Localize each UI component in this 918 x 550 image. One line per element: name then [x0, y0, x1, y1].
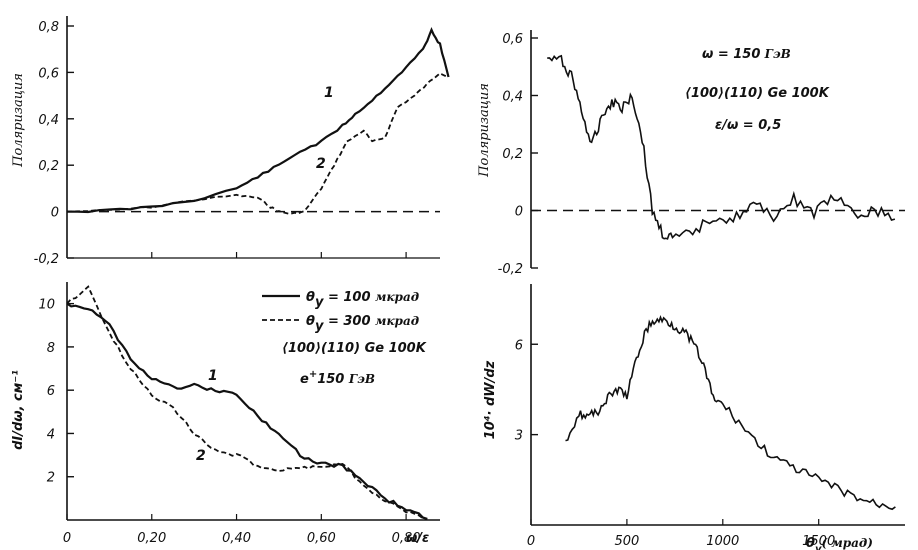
br-y-axis-label: 10⁴· dW/dz — [483, 360, 498, 439]
br-x-sub: y — [815, 544, 822, 550]
tr-ratio-annotation: ε/ω = 0,5 — [715, 118, 781, 133]
bl-beam-particle: e — [300, 372, 309, 387]
bl-y-tick-label: 10 — [38, 298, 55, 313]
bl-legend: θy = 100 мкрад θy = 300 мкрад — [262, 290, 419, 334]
tr-crystal-annotation: ⟨100⟩(110) Ge 100K — [685, 86, 830, 101]
br-series-line — [565, 314, 896, 511]
panel-top-right: 0,6 0,4 0,2 0 -0,2 Поляризация ω = 150 ГэВ ⟨… — [477, 30, 905, 277]
br-x-tick-label: 1000 — [706, 534, 739, 549]
tl-y-tick-label: 0,2 — [38, 159, 59, 174]
bl-y-ticks: 10 8 6 4 2 — [38, 298, 74, 486]
tl-y-tick-label: 0 — [51, 206, 59, 221]
bl-x-tick-label: 0,60 — [307, 531, 336, 546]
br-x-tick-label: 1500 — [802, 534, 835, 549]
tl-curve-1-label: 1 — [324, 85, 334, 101]
bl-y-tick-label: 6 — [47, 384, 55, 399]
bl-legend-1-value: = 100 — [323, 290, 375, 305]
bl-x-axis-label: ω/ε — [406, 531, 429, 546]
bl-series-1-line — [66, 302, 428, 520]
tl-y-tick-label: 0,8 — [38, 20, 59, 35]
bl-legend-2-value: = 300 — [323, 314, 375, 329]
br-x-tick-label: 0 — [527, 534, 535, 549]
bl-legend-entry-1: θy = 100 мкрад — [306, 290, 419, 310]
tl-series-2-line — [66, 72, 449, 215]
br-x-unit: ( мрад) — [821, 536, 872, 550]
bl-x-tick-label: 0 — [63, 531, 71, 546]
tr-y-tick-label: 0,2 — [502, 147, 523, 162]
tr-y-tick-label: 0,6 — [502, 32, 523, 47]
panel-top-left: 0,8 0,6 0,4 0,2 0 -0,2 Поляризация 1 2 — [11, 16, 450, 267]
bl-y-axis-label: dI/dω, см⁻¹ — [11, 370, 26, 450]
tl-y-ticks: 0,8 0,6 0,4 0,2 0 -0,2 — [34, 20, 74, 267]
bl-legend-1-unit: мкрад — [375, 290, 419, 304]
br-x-ticks: 0 500 1000 1500 — [527, 519, 835, 549]
br-x-tick-label: 500 — [614, 534, 639, 549]
br-y-ticks: 63 — [515, 338, 538, 444]
bl-beam-energy: 150 — [317, 372, 349, 387]
bl-x-ticks: 0 0,20 0,40 0,60 0,80 — [63, 514, 421, 546]
bl-legend-2-theta: θ — [306, 314, 315, 329]
tl-y-axis-label: Поляризация — [11, 73, 26, 168]
tl-curve-2-label: 2 — [316, 156, 326, 172]
tr-y-ticks: 0,6 0,4 0,2 0 -0,2 — [498, 32, 538, 277]
bl-beam-annotation: e+150 ГэВ — [300, 369, 375, 387]
bl-legend-1-theta: θ — [306, 290, 315, 305]
bl-x-tick-label: 0,40 — [222, 531, 251, 546]
bl-series-2-line — [66, 285, 428, 520]
br-y-tick-label: 6 — [515, 338, 523, 353]
tr-energy-unit: ГэВ — [760, 47, 790, 61]
bl-y-tick-label: 2 — [47, 471, 55, 486]
bl-legend-2-sub: y — [315, 319, 324, 334]
bl-legend-1-sub: y — [315, 295, 324, 310]
bl-y-tick-label: 8 — [47, 341, 55, 356]
tl-y-tick-label: 0,4 — [38, 113, 59, 128]
tr-y-tick-label: 0 — [515, 205, 523, 220]
tr-energy-annotation: ω = 150 ГэВ — [702, 47, 791, 62]
bl-x-tick-label: 0,80 — [392, 531, 421, 546]
tr-energy-value: ω = 150 — [702, 47, 760, 62]
bl-beam-sup: + — [309, 369, 317, 380]
br-x-theta: θ — [806, 536, 815, 550]
br-y-tick-label: 3 — [515, 429, 523, 444]
br-x-axis-label: θy( мрад) — [806, 536, 873, 550]
bl-curve-1-label: 1 — [208, 368, 218, 384]
bl-crystal-annotation: ⟨100⟩(110) Ge 100K — [282, 341, 427, 356]
tr-y-tick-label: 0,4 — [502, 90, 523, 105]
bl-curve-2-label: 2 — [196, 448, 206, 464]
tr-y-axis-label: Поляризация — [477, 83, 492, 178]
bl-x-tick-label: 0,20 — [137, 531, 166, 546]
tl-y-tick-label: -0,2 — [34, 252, 59, 267]
tl-x-ticks — [151, 252, 407, 258]
bl-y-tick-label: 4 — [47, 427, 55, 442]
bl-beam-unit: ГэВ — [348, 372, 375, 386]
bl-legend-entry-2: θy = 300 мкрад — [306, 314, 419, 334]
tl-y-tick-label: 0,6 — [38, 66, 59, 81]
bl-legend-2-unit: мкрад — [375, 314, 419, 328]
panel-bottom-right: 63 0 500 1000 1500 10⁴· dW/dz θy( мрад) — [483, 284, 905, 550]
tr-y-tick-label: -0,2 — [498, 262, 523, 277]
panel-bottom-left: 10 8 6 4 2 0 0,20 0,40 0,60 0,80 dI/dω, см⁻¹ ω/ε… — [11, 282, 440, 546]
tr-series-line — [547, 54, 896, 240]
